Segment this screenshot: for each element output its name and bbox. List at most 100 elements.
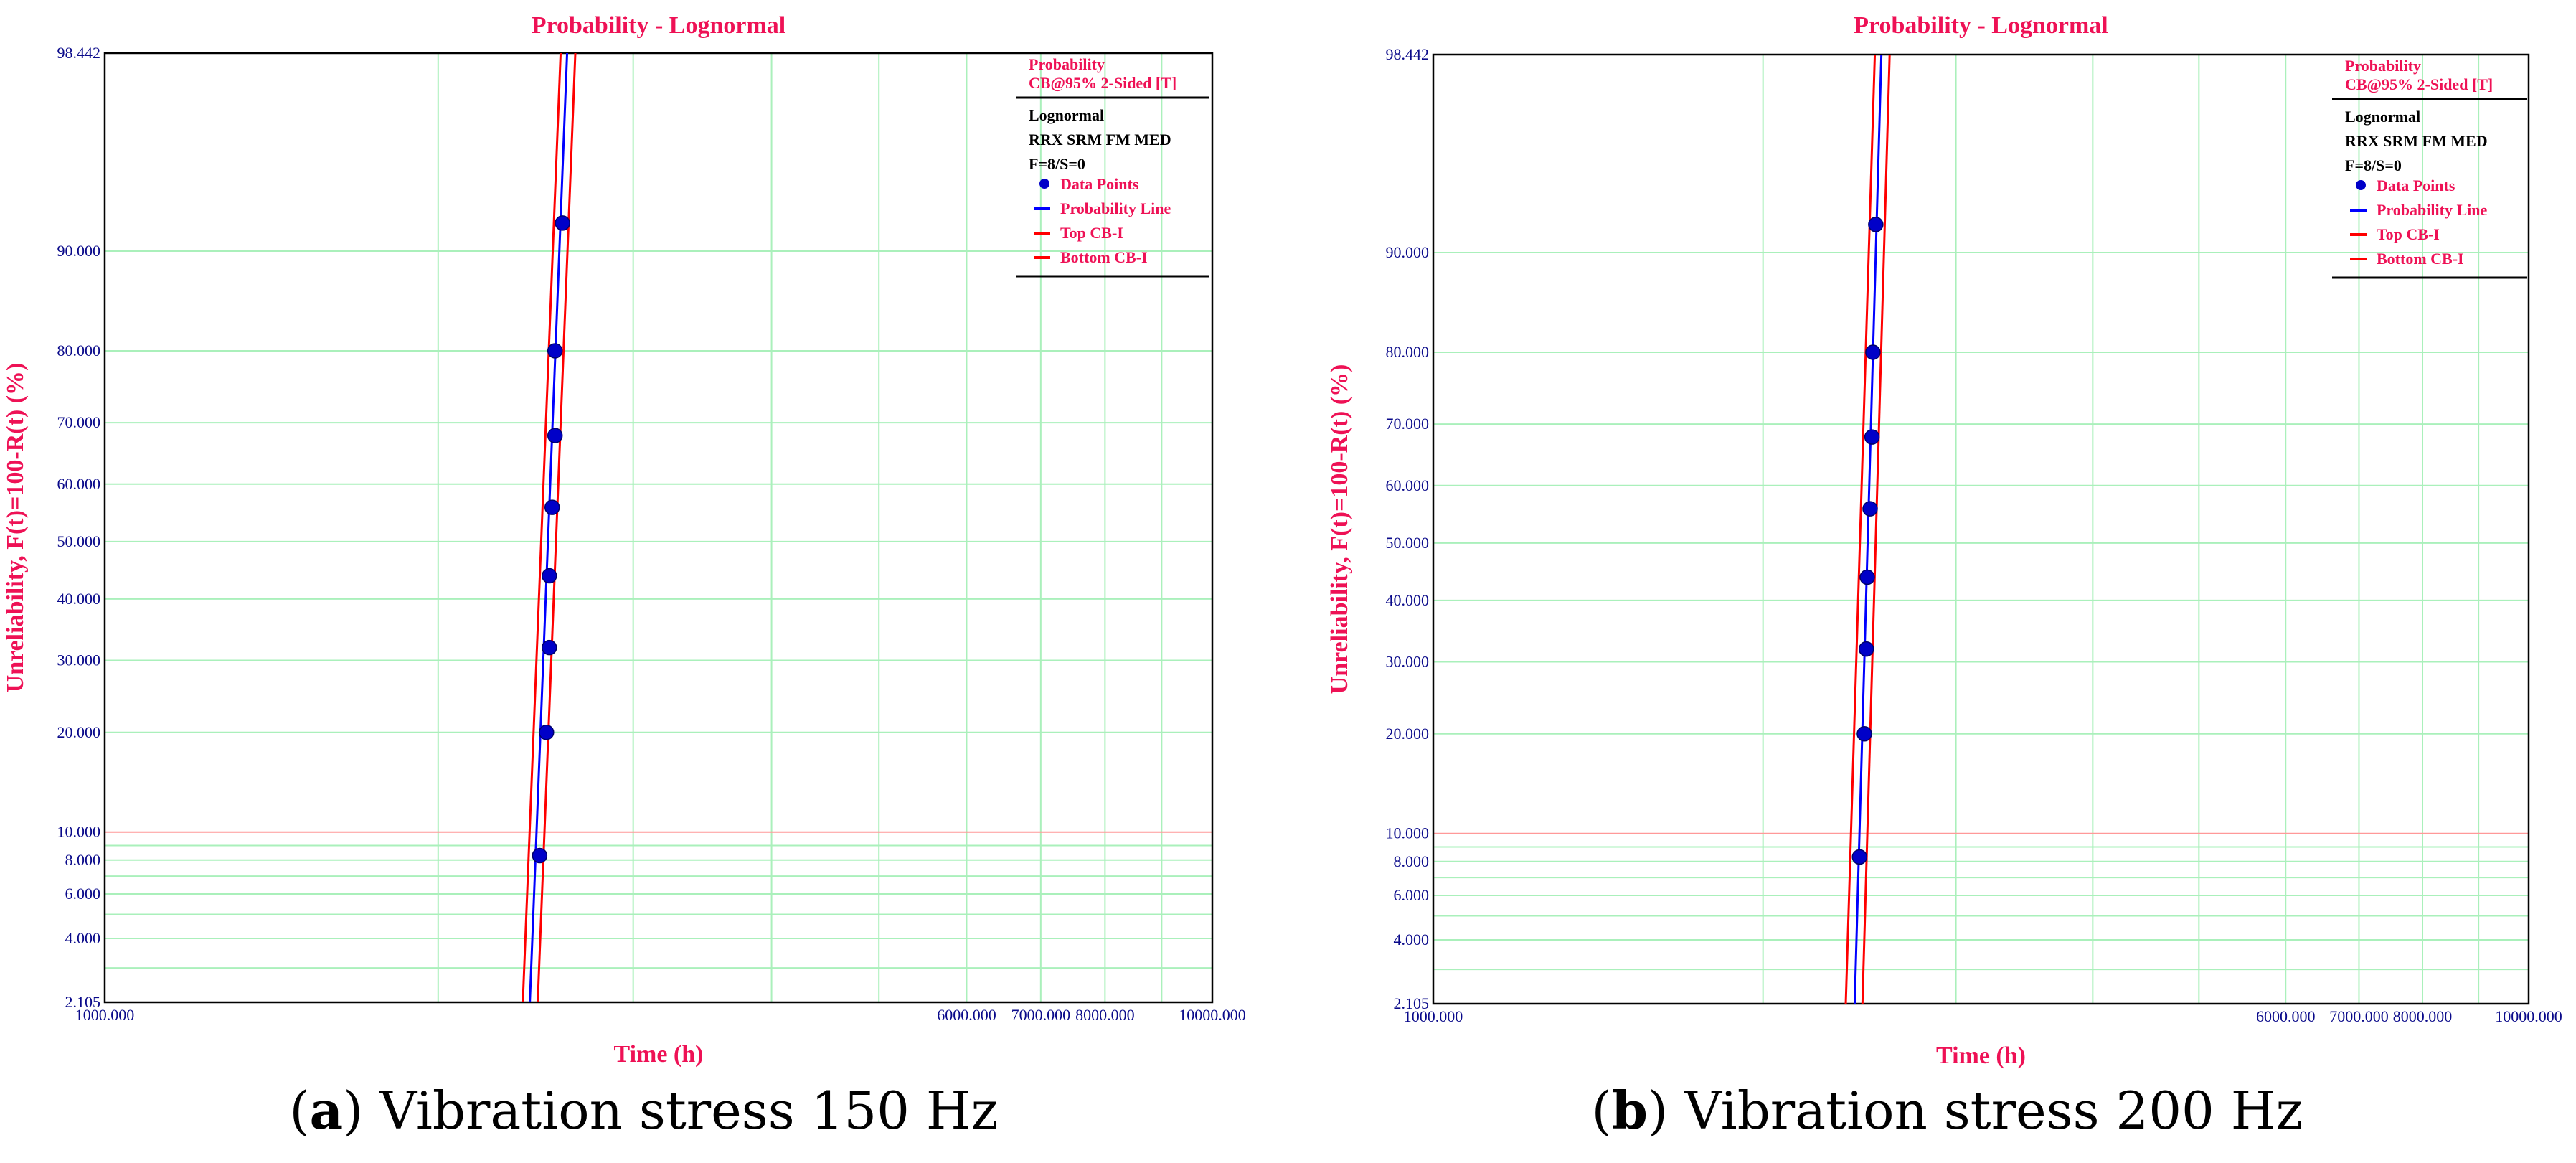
y-tick-label: 80.000	[1386, 343, 1430, 361]
data-point	[1868, 217, 1884, 232]
data-point	[1864, 429, 1880, 445]
plot-lines-group	[1844, 55, 1891, 1004]
data-point	[532, 847, 548, 864]
legend-model: Lognormal	[2345, 108, 2420, 126]
y-axis-label: Unreliability, F(t)=100-R(t) (%)	[1326, 364, 1353, 694]
data-point	[1865, 344, 1881, 360]
y-tick-label: 30.000	[57, 651, 101, 669]
data-point	[1862, 501, 1878, 517]
probability-line	[1853, 55, 1883, 1004]
caption-b-label: b	[1611, 1080, 1648, 1141]
probability-line	[529, 53, 569, 1002]
data-point	[1859, 569, 1875, 585]
y-tick-label: 98.442	[57, 44, 101, 62]
legend-header-1: Probability	[2345, 57, 2421, 75]
x-tick-label: 10000.000	[1179, 1006, 1246, 1024]
legend-entry-label: Top CB-I	[1060, 224, 1123, 242]
chart-panel-a: Probability - Lognormal 98.442 90.000 80.00…	[2, 12, 1246, 1141]
legend-header-1: Probability	[1029, 55, 1105, 73]
x-tick-label: 6000.000	[937, 1006, 996, 1024]
legend-entry-label: Top CB-I	[2377, 225, 2440, 243]
y-tick-label: 4.000	[65, 929, 101, 947]
y-tick-label: 50.000	[1386, 534, 1430, 552]
caption-b-text: Vibration stress 200 Hz	[1684, 1080, 2303, 1141]
data-point	[542, 639, 557, 656]
y-tick-label: 10.000	[1386, 824, 1430, 842]
y-tick-label: 40.000	[1386, 591, 1430, 609]
legend-entry-label: Data Points	[1060, 175, 1139, 193]
legend-marker	[1039, 179, 1049, 189]
y-tick-label: 90.000	[57, 242, 101, 260]
y-tick-label: 4.000	[1394, 931, 1430, 948]
legend-entry-label: Bottom CB-I	[1060, 248, 1148, 266]
top-cb-line	[522, 53, 562, 1002]
data-point	[1858, 641, 1874, 657]
x-tick-label: 8000.000	[2393, 1007, 2453, 1025]
chart-title: Probability - Lognormal	[532, 12, 786, 39]
legend-descriptor: RRX SRM FM MED	[2345, 132, 2488, 150]
x-axis-label: Time (h)	[1936, 1042, 2026, 1069]
y-tick-label: 30.000	[1386, 653, 1430, 671]
x-tick-label: 8000.000	[1075, 1006, 1135, 1024]
legend-header-2: CB@95% 2-Sided [T]	[1029, 74, 1176, 92]
plot-frame	[103, 52, 1214, 1004]
y-tick-label: 90.000	[1386, 243, 1430, 261]
data-point	[555, 215, 570, 231]
data-point	[542, 568, 557, 584]
legend-descriptor: RRX SRM FM MED	[1029, 131, 1171, 149]
bottom-cb-line	[537, 53, 577, 1002]
legend-entry-label: Probability Line	[2377, 201, 2487, 219]
data-point	[544, 499, 560, 515]
legend-marker	[2356, 180, 2366, 190]
x-tick-label: 10000.000	[2495, 1007, 2562, 1025]
y-tick-label: 2.105	[65, 993, 101, 1011]
data-point	[547, 428, 563, 443]
caption-a: (a) Vibration stress 150 Hz	[289, 1080, 999, 1141]
y-tick-label: 70.000	[57, 413, 101, 431]
data-point	[547, 343, 563, 359]
y-tick-label: 20.000	[1386, 725, 1430, 743]
chart-panel-b: Probability - Lognormal 98.442 90.000 80.00…	[1318, 0, 2576, 1163]
caption-a-text: Vibration stress 150 Hz	[379, 1080, 999, 1141]
caption-a-label: a	[309, 1080, 344, 1141]
y-tick-label: 6.000	[1394, 886, 1430, 904]
data-point	[539, 725, 555, 740]
x-tick-label: 6000.000	[2256, 1007, 2316, 1025]
y-tick-label: 98.442	[1386, 45, 1430, 63]
plot-lines-group	[522, 53, 577, 1002]
y-tick-label: 60.000	[1386, 476, 1430, 494]
legend-entry-label: Data Points	[2377, 176, 2455, 194]
legend-model: Lognormal	[1029, 106, 1104, 124]
x-tick-label: 1000.000	[75, 1006, 135, 1024]
chart-a-svg: Probability - Lognormal 98.442 90.000 80.00…	[2, 12, 1246, 1068]
bottom-cb-line	[1861, 55, 1891, 1004]
legend-header-2: CB@95% 2-Sided [T]	[2345, 75, 2493, 93]
chart-b-svg: Probability - Lognormal 98.442 90.000 80.00…	[1326, 12, 2562, 1069]
legend-counts: F=8/S=0	[2345, 156, 2402, 174]
y-tick-label: 2.105	[1394, 994, 1430, 1012]
top-cb-line	[1844, 55, 1877, 1004]
caption-b: (b) Vibration stress 200 Hz	[1591, 1080, 2303, 1141]
x-tick-label: 7000.000	[2329, 1007, 2389, 1025]
data-point	[1851, 849, 1868, 865]
y-tick-label: 8.000	[65, 851, 101, 869]
y-tick-label: 70.000	[1386, 415, 1430, 433]
legend-counts: F=8/S=0	[1029, 155, 1085, 173]
legend-entry-label: Bottom CB-I	[2377, 250, 2464, 268]
y-tick-label: 20.000	[57, 723, 101, 741]
y-tick-label: 40.000	[57, 590, 101, 608]
y-tick-label: 60.000	[57, 475, 101, 493]
chart-title: Probability - Lognormal	[1854, 12, 2108, 39]
y-tick-label: 80.000	[57, 342, 101, 359]
x-tick-label: 1000.000	[1404, 1007, 1463, 1025]
y-tick-label: 10.000	[57, 823, 101, 841]
y-axis-label: Unreliability, F(t)=100-R(t) (%)	[2, 363, 29, 693]
x-tick-label: 7000.000	[1011, 1006, 1071, 1024]
plot-frame	[1432, 53, 2530, 1005]
data-point	[1856, 726, 1872, 742]
y-tick-label: 6.000	[65, 885, 101, 903]
x-axis-label: Time (h)	[614, 1041, 704, 1068]
y-tick-label: 8.000	[1394, 852, 1430, 870]
legend-entry-label: Probability Line	[1060, 199, 1171, 217]
y-tick-label: 50.000	[57, 532, 101, 550]
